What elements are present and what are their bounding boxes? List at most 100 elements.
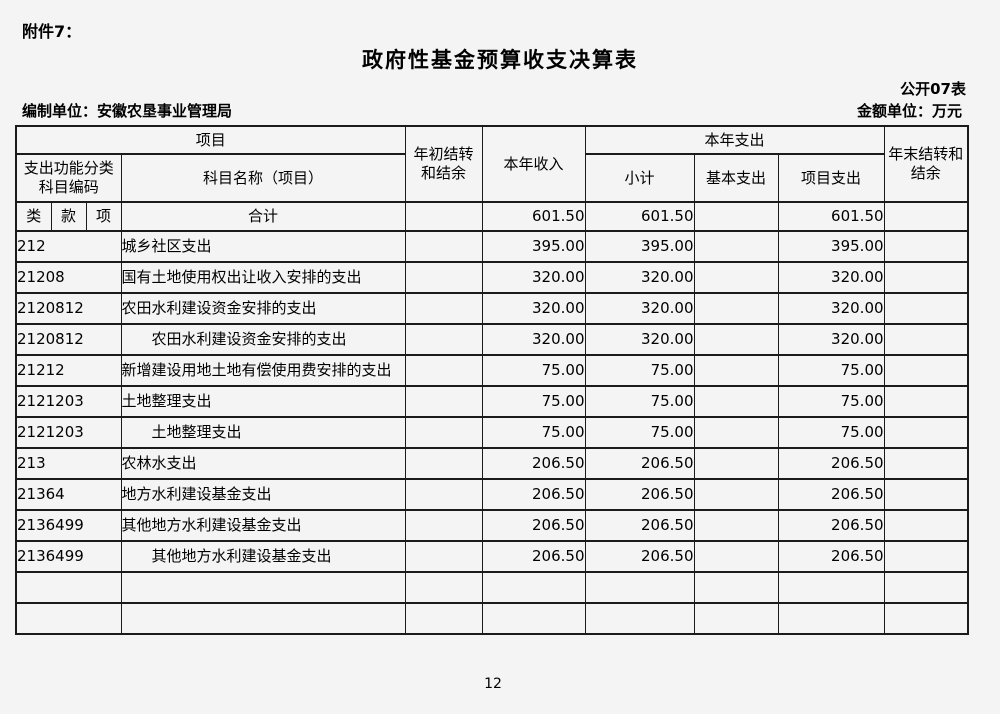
end-balance-cell	[883, 385, 969, 418]
income-cell: 75.00	[481, 385, 586, 418]
name-cell: 农田水利建设资金安排的支出	[120, 323, 406, 356]
table-row: 2120812 农田水利建设资金安排的支出 320.00 320.00 320.…	[15, 292, 969, 325]
subtotal-cell: 206.50	[584, 447, 695, 480]
code-cell: 2121203	[15, 416, 122, 449]
name-cell: 农林水支出	[120, 447, 406, 480]
col-item-header: 项	[85, 201, 122, 232]
header-end-balance: 年末结转和结余	[883, 125, 969, 203]
name-cell: 地方水利建设基金支出	[120, 478, 406, 511]
end-balance-cell	[883, 354, 969, 387]
begin-balance-cell	[404, 323, 483, 356]
begin-balance-cell	[404, 385, 483, 418]
subtotal-cell: 320.00	[584, 323, 695, 356]
begin-balance-cell	[404, 478, 483, 511]
project-expense-cell: 320.00	[777, 292, 885, 325]
subtotal-cell: 395.00	[584, 230, 695, 263]
header-func-code-text: 支出功能分类科目编码	[23, 159, 114, 196]
basic-expense-cell	[693, 230, 779, 263]
table-row: 2121203 土地整理支出 75.00 75.00 75.00	[15, 416, 969, 449]
begin-balance-cell	[404, 230, 483, 263]
subtotal-cell: 75.00	[584, 385, 695, 418]
table-row	[15, 602, 969, 635]
income-cell: 206.50	[481, 509, 586, 542]
header-subtotal: 小计	[584, 153, 695, 203]
amount-unit-label: 金额单位：万元	[856, 102, 962, 120]
header-income: 本年收入	[481, 125, 586, 203]
project-expense-cell: 320.00	[777, 323, 885, 356]
end-balance-cell	[883, 540, 969, 573]
code-cell: 21364	[15, 478, 122, 511]
code-cell: 2136499	[15, 509, 122, 542]
code-cell: 21208	[15, 261, 122, 294]
basic-expense-cell	[693, 385, 779, 418]
project-expense-cell: 320.00	[777, 261, 885, 294]
header-project: 项目	[15, 125, 406, 155]
basic-expense-cell	[693, 509, 779, 542]
total-label: 合计	[120, 201, 406, 232]
page-number: 12	[484, 676, 502, 692]
header-row-1: 项目 年初结转和结余 本年收入 本年支出 年末结转和结余	[15, 125, 969, 203]
begin-balance-cell	[404, 416, 483, 449]
end-balance-cell	[883, 323, 969, 356]
page-title: 政府性基金预算收支决算表	[362, 48, 638, 72]
basic-expense-cell	[693, 540, 779, 573]
subtotal-cell	[584, 571, 695, 604]
name-cell: 其他地方水利建设基金支出	[120, 540, 406, 573]
basic-expense-cell	[693, 261, 779, 294]
code-cell: 2136499	[15, 540, 122, 573]
project-expense-cell: 395.00	[777, 230, 885, 263]
header-basic-expense: 基本支出	[693, 153, 779, 203]
begin-balance-cell	[404, 292, 483, 325]
income-cell	[481, 602, 586, 635]
table-row: 2136499 其他地方水利建设基金支出 206.50 206.50 206.5…	[15, 509, 969, 542]
subtotal-cell: 320.00	[584, 261, 695, 294]
income-cell: 206.50	[481, 478, 586, 511]
code-cell: 2121203	[15, 385, 122, 418]
basic-expense-cell	[693, 571, 779, 604]
begin-balance-cell	[404, 354, 483, 387]
begin-balance-cell	[404, 540, 483, 573]
end-balance-cell	[883, 602, 969, 635]
project-expense-cell	[777, 602, 885, 635]
total-subtotal-cell: 601.50	[584, 201, 695, 232]
code-cell	[15, 602, 122, 635]
total-begin-balance-cell	[404, 201, 483, 232]
table-row: 2121203 土地整理支出 75.00 75.00 75.00	[15, 385, 969, 418]
name-cell: 农田水利建设资金安排的支出	[120, 292, 406, 325]
header-project-expense: 项目支出	[777, 153, 885, 203]
income-cell: 320.00	[481, 292, 586, 325]
income-cell: 320.00	[481, 261, 586, 294]
begin-balance-cell	[404, 602, 483, 635]
income-cell	[481, 571, 586, 604]
basic-expense-cell	[693, 447, 779, 480]
name-cell	[120, 571, 406, 604]
table-row	[15, 571, 969, 604]
basic-expense-cell	[693, 416, 779, 449]
code-cell	[15, 571, 122, 604]
project-expense-cell: 206.50	[777, 509, 885, 542]
project-expense-cell: 206.50	[777, 478, 885, 511]
col-fund-header: 款	[50, 201, 87, 232]
subtotal-cell: 206.50	[584, 509, 695, 542]
header-row-2: 支出功能分类科目编码 科目名称（项目） 小计 基本支出 项目支出	[15, 153, 968, 203]
subtotal-cell: 75.00	[584, 354, 695, 387]
basic-expense-cell	[693, 354, 779, 387]
header-end-balance-text: 年末结转和结余	[888, 145, 964, 182]
basic-expense-cell	[693, 292, 779, 325]
income-cell: 75.00	[481, 416, 586, 449]
preparing-unit-label: 编制单位：安徽农垦事业管理局	[22, 102, 233, 120]
end-balance-cell	[883, 261, 969, 294]
code-cell: 21212	[15, 354, 122, 387]
project-expense-cell: 206.50	[777, 540, 885, 573]
subtotal-cell: 206.50	[584, 540, 695, 573]
code-cell: 2120812	[15, 292, 122, 325]
header-begin-balance: 年初结转和结余	[404, 125, 483, 203]
total-basic-expense-cell	[693, 201, 779, 232]
name-cell: 新增建设用地土地有偿使用费安排的支出	[120, 354, 406, 387]
subtotal-cell: 320.00	[584, 292, 695, 325]
subtotal-cell	[584, 602, 695, 635]
basic-expense-cell	[693, 602, 779, 635]
end-balance-cell	[883, 230, 969, 263]
table-row: 2136499 其他地方水利建设基金支出 206.50 206.50 206.5…	[15, 540, 969, 573]
name-cell	[120, 602, 406, 635]
